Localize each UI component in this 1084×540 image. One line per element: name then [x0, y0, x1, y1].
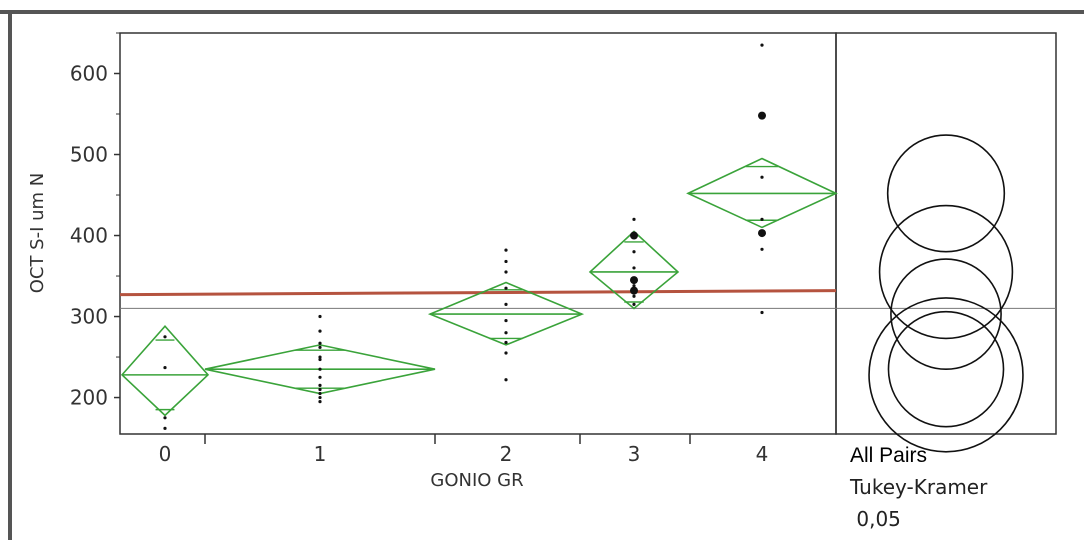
data-point-2-0 — [504, 248, 508, 252]
comparison-circle-4 — [868, 297, 1024, 453]
comparison-note-line-3: 0,05 — [850, 507, 901, 531]
data-point-3-2 — [632, 250, 636, 254]
y-tick-label-200: 200 — [70, 386, 108, 410]
x-tick-label-2: 2 — [500, 442, 513, 466]
data-point-4-4 — [758, 229, 766, 238]
x-tick-label-0: 0 — [159, 442, 172, 466]
data-point-3-9 — [632, 302, 636, 306]
data-point-2-7 — [504, 340, 508, 345]
data-point-1-8 — [318, 383, 322, 387]
data-point-0-1 — [163, 365, 167, 370]
reference-line-group — [119, 289, 837, 297]
x-tick-label-4: 4 — [756, 442, 769, 466]
data-point-1-11 — [318, 395, 322, 400]
y-tick-label-300: 300 — [70, 305, 108, 329]
comparison-circles — [868, 134, 1024, 453]
data-point-0-3 — [163, 426, 167, 430]
x-axis: 0 1 2 3 4 — [159, 434, 769, 466]
data-point-2-9 — [504, 378, 508, 382]
data-point-3-8 — [632, 294, 636, 298]
data-point-1-9 — [318, 387, 322, 392]
comparison-circle-1 — [878, 204, 1014, 340]
data-point-0-0 — [163, 335, 167, 339]
y-tick-label-400: 400 — [70, 224, 108, 248]
data-point-2-2 — [504, 270, 508, 274]
data-point-2-4 — [504, 302, 508, 306]
data-point-1-1 — [318, 329, 322, 333]
data-point-3-5 — [632, 284, 636, 288]
data-point-3-0 — [632, 217, 636, 221]
data-point-0-2 — [163, 416, 167, 420]
comparison-circle-0 — [886, 134, 1006, 253]
x-tick-label-1: 1 — [314, 442, 327, 466]
comparison-note-line-1: All Pairs — [850, 444, 927, 467]
data-point-4-6 — [760, 310, 764, 315]
data-point-4-5 — [760, 247, 764, 251]
y-axis-label: OCT S-I um N — [27, 173, 48, 294]
comparison-circle-3 — [887, 310, 1005, 428]
y-tick-label-500: 500 — [70, 143, 108, 167]
data-point-1-0 — [318, 314, 322, 319]
data-point-1-10 — [318, 391, 322, 396]
data-point-4-0 — [760, 43, 764, 47]
outer-frame — [0, 10, 1084, 540]
data-point-2-5 — [504, 318, 508, 323]
data-point-4-2 — [760, 175, 764, 179]
data-point-3-4 — [630, 276, 638, 285]
mean-diamonds — [120, 157, 838, 417]
data-point-1-6 — [318, 367, 322, 371]
x-axis-label: GONIO GR — [430, 470, 523, 491]
comparison-circle-2 — [890, 258, 1002, 370]
data-point-2-8 — [504, 351, 508, 355]
data-point-1-7 — [318, 375, 322, 379]
data-points — [163, 43, 766, 430]
data-point-1-4 — [318, 355, 322, 359]
data-point-4-1 — [758, 111, 766, 120]
y-axis: 200 300 400 500 600 — [70, 32, 120, 410]
comparison-panel — [835, 32, 1057, 435]
data-point-1-12 — [318, 399, 322, 404]
data-point-4-3 — [760, 217, 764, 221]
data-point-2-3 — [504, 286, 508, 290]
data-point-1-3 — [318, 345, 322, 349]
data-point-2-1 — [504, 259, 508, 264]
data-point-3-7 — [630, 286, 638, 295]
data-point-2-6 — [504, 331, 508, 335]
data-point-3-3 — [632, 266, 636, 270]
y-tick-label-600: 600 — [70, 62, 108, 86]
comparison-note-line-2: Tukey-Kramer — [849, 475, 988, 499]
x-tick-label-3: 3 — [628, 442, 641, 466]
reference-line — [119, 289, 837, 297]
data-point-1-5 — [318, 357, 322, 362]
data-point-3-1 — [630, 231, 638, 240]
data-point-1-2 — [318, 341, 322, 345]
